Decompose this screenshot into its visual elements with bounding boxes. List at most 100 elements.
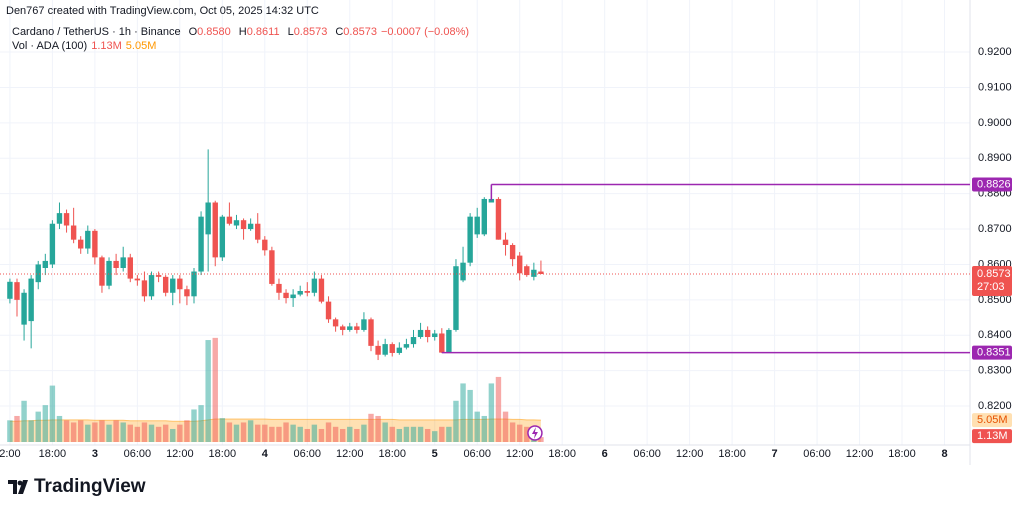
- x-tick-label: 12:00: [506, 448, 534, 460]
- candle-body: [332, 319, 339, 327]
- candle-body: [120, 257, 126, 268]
- volume-bar: [21, 400, 27, 442]
- volume-bar: [375, 415, 381, 442]
- candle-body: [240, 220, 247, 230]
- volume-bar: [184, 420, 190, 442]
- volume-bar: [56, 415, 63, 442]
- candle-body: [481, 198, 487, 235]
- candle-body: [113, 260, 119, 268]
- candle-body: [382, 344, 388, 355]
- x-tick-label: 4: [262, 448, 269, 460]
- volume-bar: [78, 420, 84, 442]
- volume-bar: [262, 424, 268, 442]
- volume-bar: [311, 424, 318, 442]
- volume-bar: [14, 415, 20, 442]
- candle-body: [205, 202, 211, 235]
- x-tick-label: 7: [772, 448, 778, 460]
- candle-body: [446, 329, 452, 353]
- volume-bar: [325, 422, 332, 442]
- candle-body: [502, 239, 509, 245]
- candle-body: [347, 326, 353, 330]
- volume-bar: [474, 411, 480, 442]
- x-tick-label: 12:00: [676, 448, 704, 460]
- candle-body: [106, 260, 112, 286]
- level-box: [972, 177, 1012, 192]
- candle-body: [474, 216, 480, 235]
- candle-body: [78, 239, 84, 249]
- y-tick-label: 0.8200: [978, 400, 1012, 412]
- volume-bar: [177, 424, 183, 442]
- volume-bar: [304, 428, 310, 442]
- volume-bar: [92, 422, 98, 442]
- volume-bar: [361, 424, 367, 442]
- volume-bar: [516, 424, 523, 442]
- candle-body: [7, 281, 13, 299]
- volume-bar: [162, 424, 169, 442]
- candle-body: [127, 257, 133, 279]
- candle-body: [495, 198, 502, 240]
- candle-body: [148, 275, 155, 297]
- volume-bar: [240, 422, 247, 442]
- ohlc-key: H: [238, 26, 247, 38]
- volume-bar: [382, 422, 388, 442]
- volume-bar: [524, 426, 530, 442]
- volume-bar: [495, 376, 502, 442]
- candle-body: [212, 202, 218, 258]
- candle-body: [35, 264, 41, 283]
- candle-body: [255, 223, 261, 240]
- volume-bar: [467, 389, 473, 442]
- y-tick-label: 0.9100: [978, 81, 1012, 93]
- candle-body: [42, 260, 49, 268]
- candle-body: [524, 266, 530, 276]
- candle-body: [63, 213, 70, 226]
- candle-body: [424, 329, 431, 338]
- ohlc-key: O: [188, 26, 198, 38]
- volume-bar: [297, 426, 303, 442]
- candle-body: [141, 280, 148, 297]
- x-tick-label: 06:00: [124, 448, 152, 460]
- candle-body: [311, 278, 318, 293]
- x-tick-label: 18:00: [378, 448, 406, 460]
- ohlc-value: 0.8573: [293, 26, 328, 38]
- candle-body: [198, 216, 204, 272]
- volume-bar: [205, 340, 211, 442]
- candle-body: [403, 344, 410, 348]
- x-tick-label: 12:00: [166, 448, 194, 460]
- volume-bar: [170, 428, 176, 442]
- volume-bar: [410, 426, 417, 442]
- x-tick-label: 5: [432, 448, 438, 460]
- volume-bar: [439, 426, 445, 442]
- x-tick-label: 12:00: [336, 448, 364, 460]
- candle-body: [70, 225, 77, 240]
- candle-body: [276, 283, 282, 293]
- volume-bar: [538, 437, 544, 442]
- symbol: Cardano / TetherUS · 1h · Binance: [12, 26, 181, 38]
- candle-body: [339, 326, 346, 330]
- candle-body: [56, 213, 63, 224]
- volume-bar: [49, 385, 56, 442]
- candle-body: [460, 262, 466, 281]
- volume-bar: [269, 426, 275, 442]
- candle-body: [304, 291, 310, 293]
- ohlc-value: 0.8573: [343, 26, 377, 38]
- volume-bar: [276, 426, 282, 442]
- volume-legend: Vol · ADA (100) 1.13M 5.05M: [12, 40, 156, 52]
- volume-bar: [446, 426, 452, 442]
- candle-body: [247, 223, 254, 230]
- volume-bar: [148, 424, 155, 442]
- x-tick-label: 8: [941, 448, 947, 460]
- volume-bar: [396, 428, 403, 442]
- volume-bar: [63, 420, 70, 442]
- level-label: 0.8351: [977, 347, 1011, 359]
- candle-body: [389, 344, 395, 353]
- ohlc-value: 0.8580: [197, 26, 231, 38]
- candle-body: [184, 289, 190, 297]
- x-tick-label: 2:00: [0, 448, 21, 460]
- ohlc-value: 0.8611: [246, 26, 280, 38]
- x-tick-label: 18:00: [718, 448, 746, 460]
- level-box: [972, 345, 1012, 360]
- x-tick-label: 18:00: [888, 448, 916, 460]
- volume-bar: [347, 426, 353, 442]
- volume-bar: [85, 424, 91, 442]
- volume-bar: [141, 422, 148, 442]
